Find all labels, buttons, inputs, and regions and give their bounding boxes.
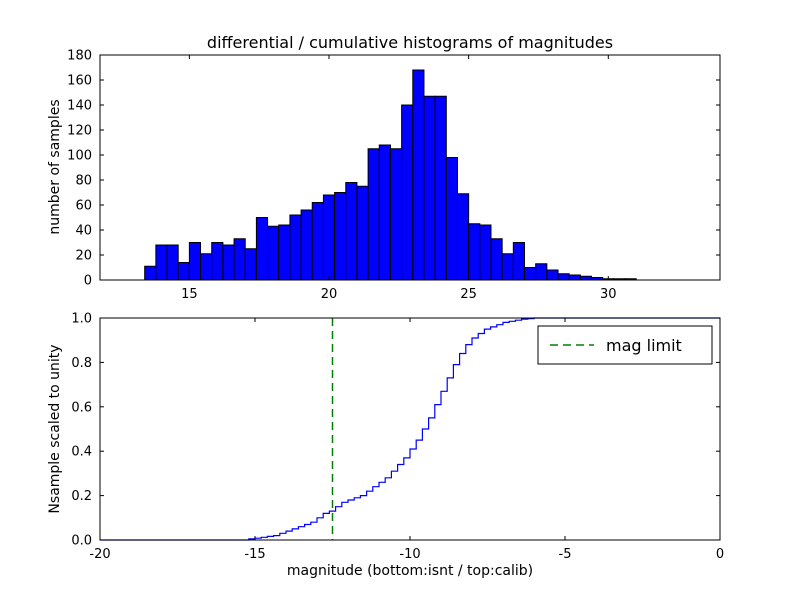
svg-text:140: 140	[67, 99, 92, 114]
svg-text:0.4: 0.4	[71, 445, 92, 460]
svg-text:-5: -5	[559, 547, 572, 562]
bottom-cumulative-axes: -20 -15 -10 -5 0 0.0 0.2 0.4 0.6 0.8 1.0	[71, 312, 724, 563]
legend: mag limit	[537, 325, 713, 365]
svg-text:25: 25	[460, 287, 477, 302]
svg-text:30: 30	[600, 287, 617, 302]
svg-text:60: 60	[75, 199, 92, 214]
svg-text:0.6: 0.6	[71, 400, 92, 415]
svg-text:-20: -20	[89, 547, 110, 562]
svg-text:160: 160	[67, 74, 92, 89]
svg-text:0: 0	[716, 547, 724, 562]
svg-text:40: 40	[75, 224, 92, 239]
svg-text:0: 0	[84, 274, 92, 289]
svg-text:-15: -15	[244, 547, 265, 562]
x-axis-label: magnitude (bottom:isnt / top:calib)	[286, 563, 534, 579]
svg-text:0.0: 0.0	[71, 534, 92, 549]
svg-text:1.0: 1.0	[71, 312, 92, 327]
legend-label: mag limit	[606, 336, 682, 355]
svg-text:100: 100	[67, 149, 92, 164]
top-y-axis-label: number of samples	[47, 99, 63, 235]
chart-title: differential / cumulative histograms of …	[206, 33, 614, 52]
svg-text:0.2: 0.2	[71, 489, 92, 504]
svg-text:0.8: 0.8	[71, 356, 92, 371]
svg-text:15: 15	[181, 287, 198, 302]
svg-text:180: 180	[67, 49, 92, 64]
svg-text:20: 20	[321, 287, 338, 302]
svg-text:80: 80	[75, 174, 92, 189]
svg-text:120: 120	[67, 124, 92, 139]
svg-text:-10: -10	[399, 547, 420, 562]
top-histogram-axes: 15 20 25 30 0 20 40 60 80 100 120 140 160 180	[67, 49, 721, 302]
cumulative-step-curve	[100, 317, 720, 541]
svg-text:20: 20	[75, 249, 92, 264]
bottom-y-axis-label: Nsample scaled to unity	[47, 344, 63, 514]
